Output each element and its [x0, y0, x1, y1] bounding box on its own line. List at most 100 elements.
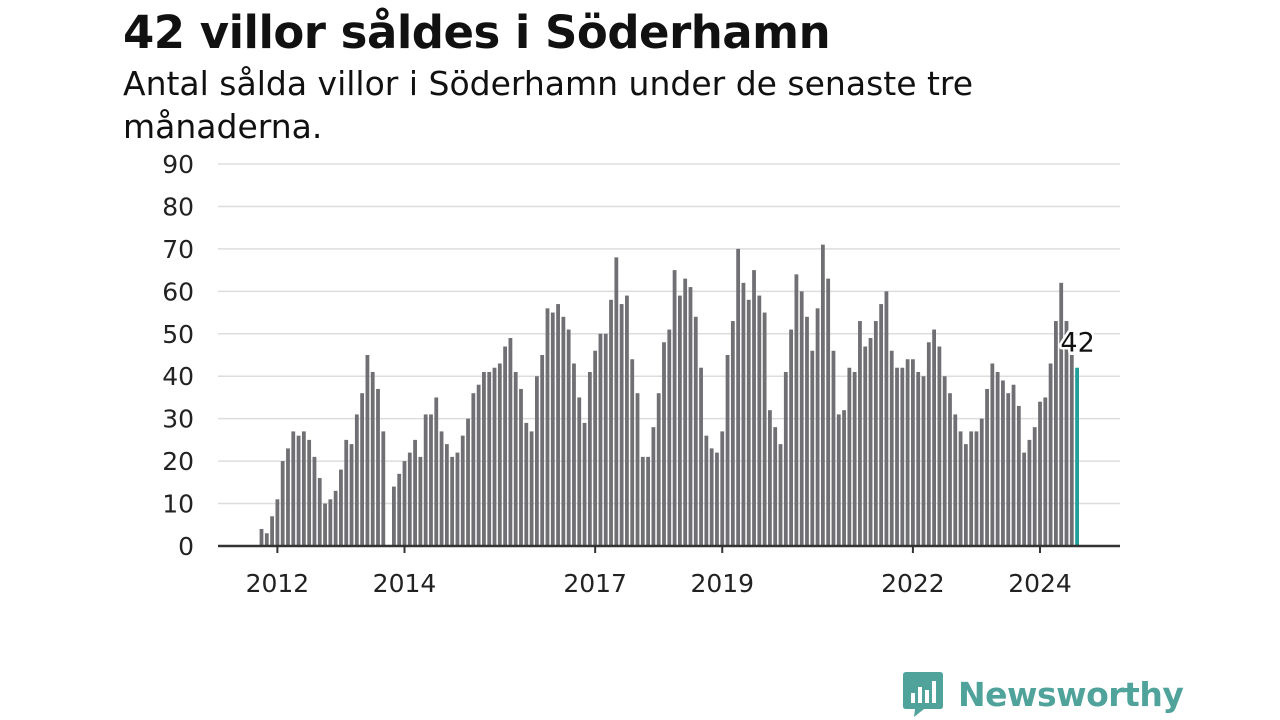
bar: [376, 388, 380, 546]
bar: [365, 355, 370, 546]
bar: [291, 431, 296, 546]
bar: [847, 367, 852, 546]
bar: [1001, 380, 1005, 546]
bar: [873, 321, 878, 546]
bar: [937, 346, 942, 546]
bar: [381, 431, 386, 546]
bar: [1027, 439, 1032, 546]
bar: [349, 444, 354, 546]
bar: [778, 444, 783, 546]
bar: [768, 410, 772, 546]
bar: [773, 427, 778, 546]
y-tick-label: 80: [162, 192, 194, 221]
bar: [1048, 363, 1053, 546]
bar: [836, 414, 841, 546]
bar: [752, 270, 756, 546]
bar: [1038, 401, 1042, 546]
bar: [434, 397, 439, 546]
bar: [831, 350, 836, 546]
bar: [656, 393, 661, 546]
bar: [688, 287, 693, 546]
bar: [508, 338, 513, 546]
bar: [503, 346, 508, 546]
bar: [794, 274, 799, 546]
bar: [990, 363, 995, 546]
y-tick-label: 30: [162, 405, 194, 434]
bar: [979, 418, 984, 546]
x-tick-label: 2024: [1008, 569, 1072, 598]
bar: [1059, 282, 1064, 546]
bar: [540, 355, 545, 546]
bar: [1054, 321, 1058, 546]
bar: [868, 338, 873, 546]
bar: [942, 376, 947, 546]
bar: [392, 486, 396, 546]
bar: [534, 376, 539, 546]
bar: [677, 295, 682, 546]
bar: [1064, 321, 1069, 546]
bar: [736, 248, 741, 546]
bar: [625, 295, 629, 546]
bar: [598, 333, 603, 546]
newsworthy-chart-bubble-icon: [903, 672, 943, 717]
bar: [715, 452, 719, 546]
bar: [895, 367, 899, 546]
bar: [333, 490, 338, 546]
bar: [879, 304, 884, 546]
bar: [858, 321, 862, 546]
bar: [529, 431, 534, 546]
bar: [587, 371, 592, 546]
bar: [370, 371, 375, 546]
bar: [328, 499, 333, 546]
bar: [439, 431, 444, 546]
bar: [1069, 355, 1074, 546]
newsworthy-logo[interactable]: Newsworthy: [902, 670, 1184, 718]
data-label-latest: 42: [1060, 328, 1094, 359]
bar: [783, 371, 788, 546]
bar: [810, 350, 815, 546]
bar: [651, 427, 656, 546]
bar: [640, 456, 645, 546]
bar: [296, 435, 301, 546]
brand-name: Newsworthy: [958, 674, 1184, 714]
bar: [497, 363, 502, 546]
bar: [413, 439, 417, 546]
bar: [969, 431, 974, 546]
bar: [646, 456, 651, 546]
bar: [476, 384, 481, 546]
bar: [524, 422, 529, 546]
bar: [630, 359, 635, 546]
bar: [863, 346, 868, 546]
y-tick-label: 60: [162, 277, 194, 306]
bar: [482, 371, 486, 546]
bar: [683, 278, 688, 546]
bar: [757, 295, 762, 546]
bar: [900, 367, 905, 546]
x-tick-label: 2022: [881, 569, 945, 598]
bar: [429, 414, 433, 546]
bar: [911, 359, 915, 546]
bar: [339, 469, 343, 546]
bar: [360, 393, 365, 546]
bar: [921, 376, 926, 546]
bar: [635, 393, 640, 546]
bar: [450, 456, 455, 546]
bar: [1022, 452, 1027, 546]
bar: [270, 516, 274, 546]
x-tick-label: 2014: [373, 569, 437, 598]
bar: [762, 312, 767, 546]
bar: [662, 342, 666, 546]
bar: [354, 414, 359, 546]
bar: [905, 359, 910, 546]
bar: [926, 342, 931, 546]
bar: [889, 350, 894, 546]
bar: [317, 478, 322, 546]
bar: [1006, 393, 1011, 546]
y-tick-label: 20: [162, 447, 194, 476]
bar: [1032, 427, 1037, 546]
bar: [444, 444, 449, 546]
bar-highlight: [1075, 367, 1079, 546]
bar: [699, 367, 703, 546]
bar: [582, 422, 587, 546]
